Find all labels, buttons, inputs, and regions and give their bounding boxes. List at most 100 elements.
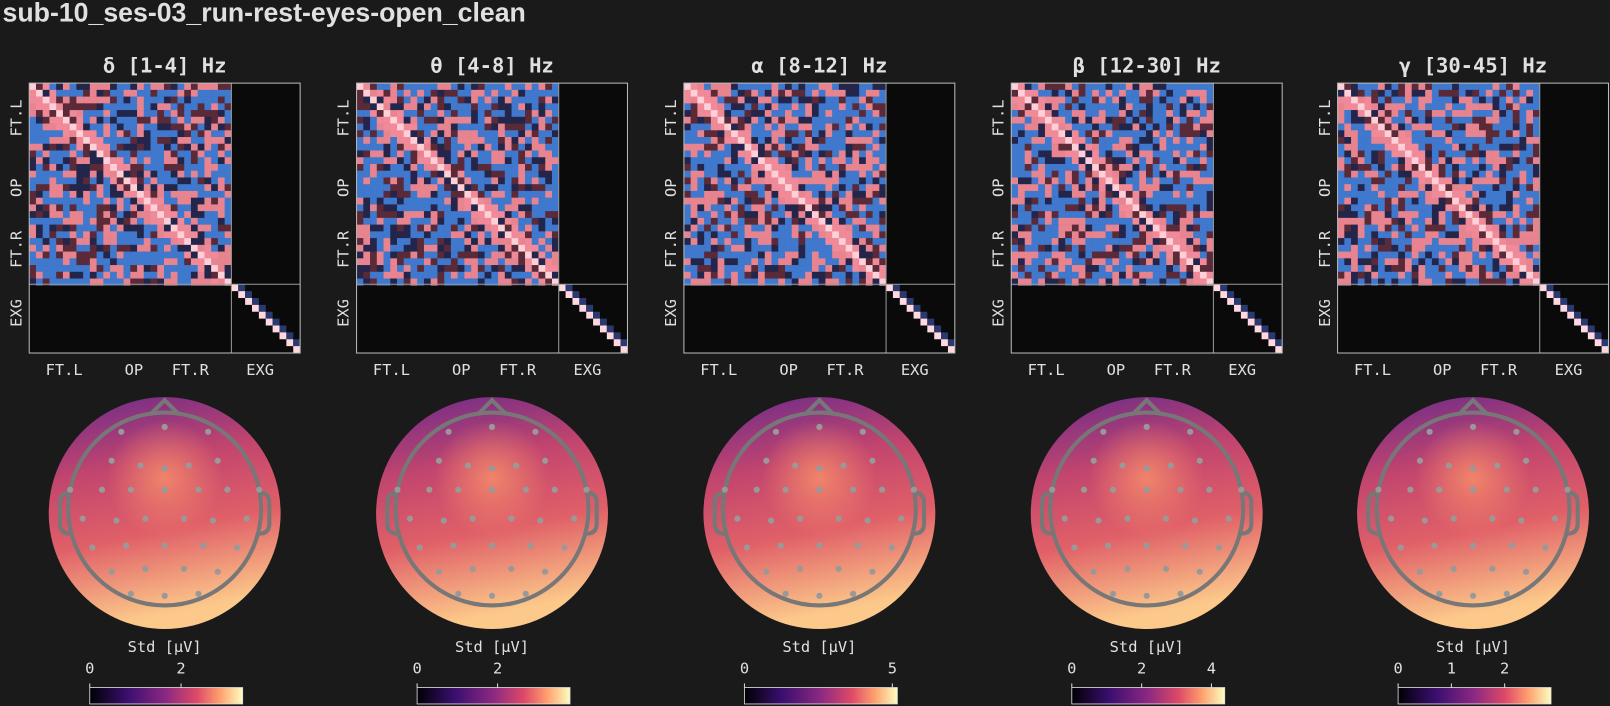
matrix-texture <box>518 217 526 225</box>
matrix-texture <box>1344 163 1352 172</box>
matrix-texture <box>1337 89 1345 97</box>
matrix-texture <box>1398 258 1406 266</box>
matrix-texture <box>471 130 479 138</box>
matrix-texture <box>852 130 860 138</box>
matrix-texture <box>417 110 425 118</box>
matrix-texture <box>1445 170 1453 178</box>
matrix-texture <box>1472 265 1480 273</box>
matrix-texture <box>1179 238 1187 246</box>
matrix-texture <box>204 278 212 286</box>
matrix-texture <box>1337 224 1345 232</box>
matrix-texture <box>832 123 840 131</box>
matrix-texture <box>430 96 438 104</box>
matrix-texture <box>96 143 104 151</box>
matrix-texture <box>1445 238 1453 246</box>
matrix-texture <box>450 231 458 239</box>
matrix-texture <box>1371 271 1379 279</box>
matrix-texture <box>865 83 873 91</box>
matrix-texture <box>49 130 57 138</box>
matrix-texture <box>1485 238 1493 246</box>
matrix-texture <box>1105 211 1113 219</box>
matrix-texture <box>1065 251 1073 259</box>
matrix-texture <box>1485 251 1493 259</box>
matrix-texture <box>798 197 806 205</box>
matrix-texture <box>511 130 519 138</box>
matrix-texture <box>450 89 458 97</box>
matrix-texture <box>518 163 526 172</box>
matrix-texture <box>690 271 698 279</box>
head-ear <box>1366 490 1379 536</box>
electrode <box>734 515 741 522</box>
matrix-texture <box>764 96 772 104</box>
matrix-texture <box>150 150 158 158</box>
matrix-texture <box>224 238 232 246</box>
matrix-texture <box>1492 258 1500 266</box>
matrix-texture <box>1485 197 1493 205</box>
matrix-texture <box>751 278 759 286</box>
matrix-texture <box>403 251 411 259</box>
matrix-texture <box>137 231 145 239</box>
matrix-texture <box>791 265 799 273</box>
matrix-texture <box>1193 83 1201 91</box>
matrix-texture <box>511 244 519 252</box>
matrix-texture <box>805 211 813 219</box>
matrix-texture <box>1044 190 1052 198</box>
matrix-texture <box>511 197 519 205</box>
matrix-texture <box>96 130 104 138</box>
matrix-texture <box>137 224 145 232</box>
matrix-texture <box>150 271 158 279</box>
matrix-texture <box>791 204 799 212</box>
matrix-texture <box>1152 265 1160 273</box>
matrix-texture <box>731 116 739 124</box>
matrix-texture <box>403 163 411 172</box>
matrix-texture <box>1206 238 1214 246</box>
matrix-texture <box>1166 170 1174 178</box>
matrix-texture <box>29 211 37 219</box>
matrix-texture <box>737 251 745 259</box>
matrix-texture <box>1092 150 1100 158</box>
matrix-texture <box>717 143 725 151</box>
matrix-texture <box>1159 251 1167 259</box>
matrix-texture <box>430 177 438 185</box>
matrix-texture <box>163 197 172 205</box>
matrix-texture <box>163 278 172 286</box>
matrix-texture <box>1199 116 1207 124</box>
matrix-texture <box>518 197 526 205</box>
matrix-texture <box>1044 137 1052 145</box>
matrix-texture <box>477 238 485 246</box>
matrix-texture <box>437 163 445 172</box>
matrix-texture <box>1152 110 1160 118</box>
matrix-texture <box>1506 251 1514 259</box>
matrix-texture <box>417 271 425 279</box>
matrix-texture <box>430 163 438 172</box>
matrix-texture <box>457 96 465 104</box>
matrix-x-label: FT.L <box>700 361 737 379</box>
matrix-texture <box>525 89 533 97</box>
matrix-texture <box>704 170 712 178</box>
matrix-texture <box>551 96 560 104</box>
matrix-texture <box>498 251 506 259</box>
matrix-texture <box>1044 204 1052 212</box>
electrode <box>1551 515 1559 522</box>
matrix-texture <box>1146 190 1154 198</box>
matrix-texture <box>491 170 499 178</box>
matrix-texture <box>1098 278 1106 286</box>
matrix-texture <box>1132 184 1140 192</box>
matrix-texture <box>417 116 425 124</box>
matrix-texture <box>825 89 833 97</box>
matrix-texture <box>217 130 225 138</box>
matrix-texture <box>811 271 819 279</box>
matrix-texture <box>838 238 846 246</box>
matrix-texture <box>724 89 732 97</box>
matrix-texture <box>123 265 131 273</box>
matrix-texture <box>1078 258 1086 266</box>
matrix-texture <box>771 271 779 279</box>
matrix-texture <box>805 271 813 279</box>
matrix-texture <box>376 130 384 138</box>
electrode <box>127 590 134 597</box>
matrix-texture <box>1384 83 1392 91</box>
matrix-texture <box>137 251 145 259</box>
matrix-texture <box>1519 251 1527 259</box>
matrix-texture <box>920 311 928 319</box>
